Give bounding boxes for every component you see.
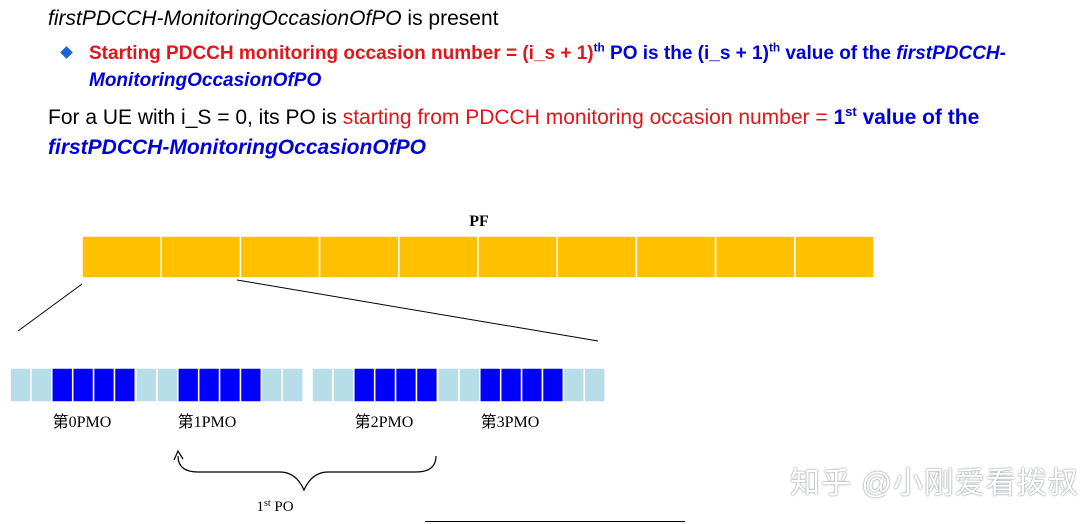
pmo-slot-monitoring bbox=[541, 367, 565, 403]
pmo-strip bbox=[9, 367, 606, 403]
pmo-slot-monitoring bbox=[353, 367, 376, 403]
pmo-slot-idle bbox=[9, 367, 32, 403]
pmo-slot-monitoring bbox=[197, 367, 221, 403]
zoom-line-left bbox=[17, 283, 83, 332]
pmo-slot-idle bbox=[332, 367, 355, 403]
arrow-head-icon bbox=[173, 449, 184, 461]
pf-slot bbox=[794, 235, 875, 279]
pmo-slot-monitoring bbox=[373, 367, 397, 403]
bullet-mid-text: PO is the (i_s + 1) bbox=[604, 43, 769, 64]
divider bbox=[425, 521, 685, 522]
pmo-slot-monitoring bbox=[239, 367, 263, 403]
pmo-label-2: 第2PMO bbox=[355, 413, 414, 431]
para-value-of-the: value of the bbox=[856, 106, 980, 129]
is-present-text: is present bbox=[401, 7, 499, 30]
pmo-slot-monitoring bbox=[51, 367, 74, 403]
pmo-slot-idle bbox=[437, 367, 460, 403]
pmo-slot-idle bbox=[458, 367, 481, 403]
pf-slot bbox=[239, 235, 321, 279]
bullet-sup-2: th bbox=[768, 41, 781, 55]
para-first: 1 bbox=[833, 106, 846, 129]
pmo-slot-monitoring bbox=[113, 367, 137, 403]
pmo-slot-idle bbox=[583, 367, 606, 403]
bullet-after-text: value of the bbox=[780, 43, 897, 64]
header-line: firstPDCCH-MonitoringOccasionOfPO is pre… bbox=[48, 5, 498, 33]
pf-slot bbox=[635, 235, 717, 279]
po-label: 1st PO bbox=[256, 498, 293, 515]
pmo-slot-monitoring bbox=[394, 367, 418, 403]
pmo-slot-idle bbox=[135, 367, 158, 403]
pf-label: PF bbox=[469, 213, 489, 230]
pf-slot bbox=[398, 235, 479, 279]
pmo-label-0: 第0PMO bbox=[53, 413, 112, 431]
pmo-slot-monitoring bbox=[499, 367, 523, 403]
po-brace bbox=[177, 455, 437, 492]
pmo-slot-idle bbox=[30, 367, 53, 403]
para-first-sup: st bbox=[845, 104, 857, 119]
bullet-row: Starting PDCCH monitoring occasion numbe… bbox=[60, 40, 1062, 94]
zoom-line-right bbox=[236, 279, 599, 342]
bullet-red-text: Starting PDCCH monitoring occasion numbe… bbox=[89, 43, 594, 64]
pmo-slot-idle bbox=[281, 367, 304, 403]
pf-slot bbox=[318, 235, 400, 279]
bullet-param-name: firstPDCCH-MonitoringOccasionOfPO bbox=[89, 43, 1006, 91]
pmo-label-1: 第1PMO bbox=[178, 413, 237, 431]
para-prefix: For a UE with i_S = 0, its PO is bbox=[48, 106, 343, 129]
para-red-text: starting from PDCCH monitoring occasion … bbox=[342, 106, 834, 129]
para-param-name: firstPDCCH-MonitoringOccasionOfPO bbox=[48, 136, 427, 159]
pmo-slot-idle bbox=[562, 367, 586, 403]
pf-slot bbox=[160, 235, 242, 279]
pmo-slot-idle bbox=[260, 367, 284, 403]
ue-paragraph: For a UE with i_S = 0, its PO is startin… bbox=[48, 103, 1078, 163]
pf-slot bbox=[477, 235, 558, 279]
pmo-slot-monitoring bbox=[92, 367, 116, 403]
pmo-slot-monitoring bbox=[520, 367, 544, 403]
pmo-slot-monitoring bbox=[479, 367, 502, 403]
bullet-sup-1: th bbox=[593, 41, 605, 55]
pmo-slot-idle bbox=[311, 367, 334, 403]
watermark: 知乎 @小刚爱看拨叔 bbox=[790, 467, 1079, 500]
pf-frame bbox=[81, 235, 875, 279]
pmo-slot-monitoring bbox=[218, 367, 242, 403]
pmo-slot-monitoring bbox=[71, 367, 95, 403]
pf-slot bbox=[714, 235, 796, 279]
param-name: firstPDCCH-MonitoringOccasionOfPO bbox=[48, 7, 402, 30]
pmo-slot-monitoring bbox=[177, 367, 200, 403]
pf-slot bbox=[556, 235, 638, 279]
pmo-label-3: 第3PMO bbox=[481, 413, 540, 431]
pmo-slot-idle bbox=[156, 367, 179, 403]
pmo-slot-monitoring bbox=[415, 367, 439, 403]
pf-slot bbox=[81, 235, 162, 279]
bullet-text: Starting PDCCH monitoring occasion numbe… bbox=[89, 40, 1062, 94]
